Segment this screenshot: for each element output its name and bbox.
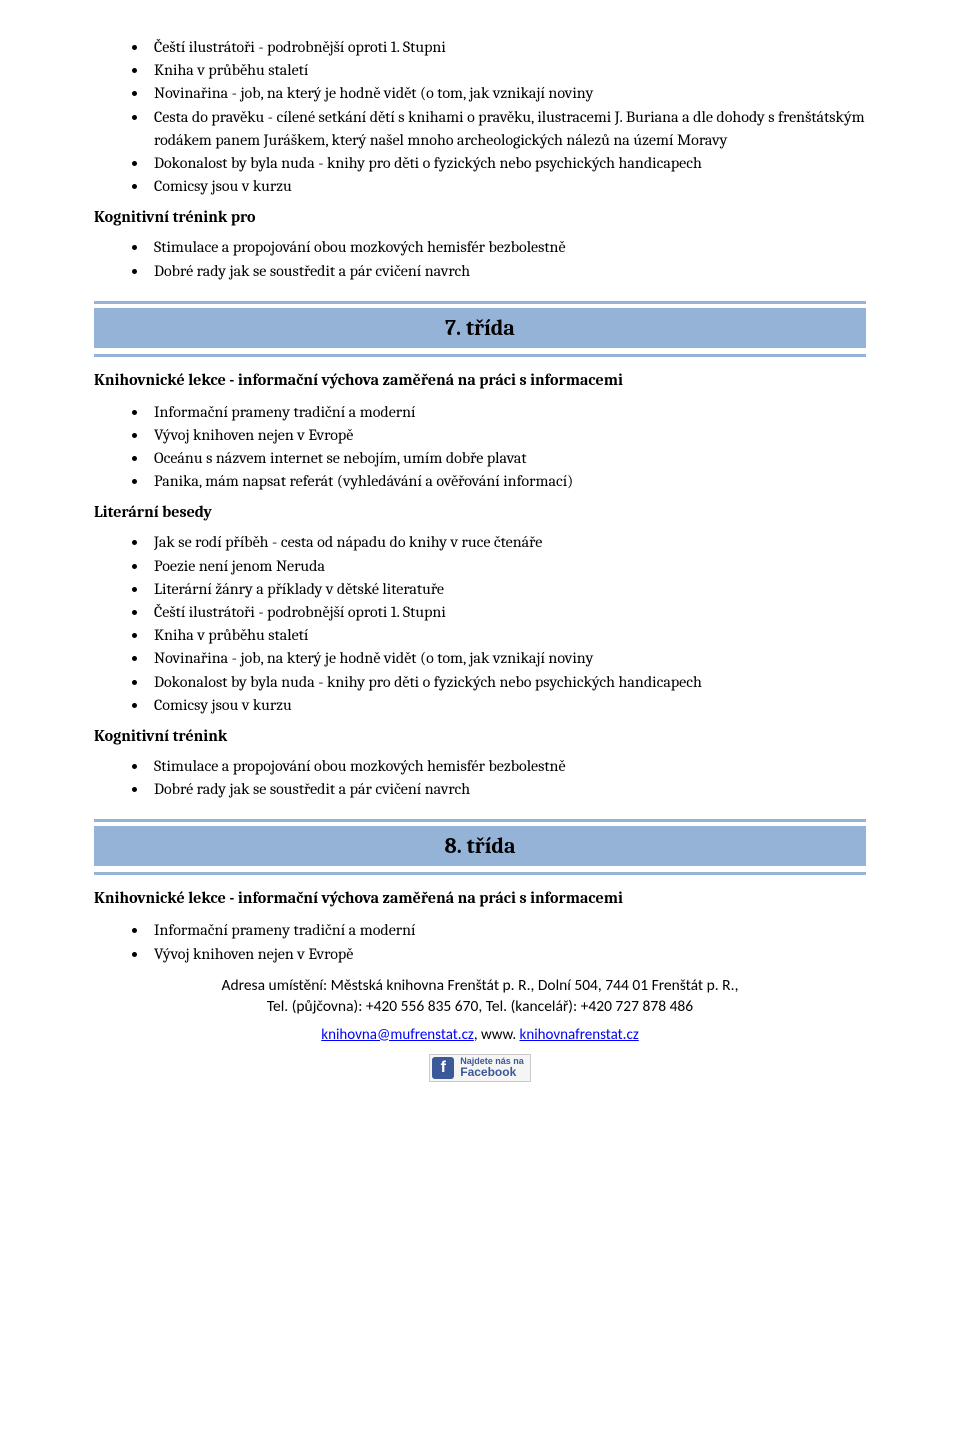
literarni-list: Jak se rodí příběh - cesta od nápadu do … [94, 531, 866, 717]
section-7-title: 7. třída [94, 308, 866, 348]
footer-web-link[interactable]: knihovnafrenstat.cz [520, 1026, 639, 1044]
kognitivni-list: Stimulace a propojování obou mozkových h… [94, 236, 866, 282]
list-item: Dokonalost by byla nuda - knihy pro děti… [148, 671, 866, 694]
list-item: Informační prameny tradiční a moderní [148, 919, 866, 942]
facebook-badge[interactable]: f Najdete nás na Facebook [429, 1054, 531, 1082]
footer-sep: , www. [474, 1026, 520, 1044]
list-item: Stimulace a propojování obou mozkových h… [148, 236, 866, 259]
facebook-word: Facebook [460, 1066, 524, 1079]
list-item: Kniha v průběhu staletí [148, 624, 866, 647]
heading-kognitivni: Kognitivní trénink [94, 727, 866, 745]
list-item: Dokonalost by byla nuda - knihy pro děti… [148, 152, 866, 175]
list-item: Jak se rodí příběh - cesta od nápadu do … [148, 531, 866, 554]
list-item: Vývoj knihoven nejen v Evropě [148, 943, 866, 966]
list-item: Dobré rady jak se soustředit a pár cviče… [148, 778, 866, 801]
lekce-list-8: Informační prameny tradiční a moderní Vý… [94, 919, 866, 965]
list-item: Panika, mám napsat referát (vyhledávání … [148, 470, 866, 493]
list-item: Čeští ilustrátoři - podrobnější oproti 1… [148, 36, 866, 59]
footer-address: Adresa umístění: Městská knihovna Frenšt… [94, 976, 866, 997]
heading-kognitivni-pro: Kognitivní trénink pro [94, 208, 866, 226]
footer-email-link[interactable]: knihovna@mufrenstat.cz [321, 1026, 474, 1044]
section-8-title: 8. třída [94, 826, 866, 866]
list-item: Novinařina - job, na který je hodně vidě… [148, 82, 866, 105]
footer-links: knihovna@mufrenstat.cz, www. knihovnafre… [94, 1026, 866, 1044]
facebook-icon: f [432, 1057, 454, 1079]
list-item: Comicsy jsou v kurzu [148, 175, 866, 198]
page-footer: Adresa umístění: Městská knihovna Frenšt… [94, 976, 866, 1082]
list-item: Comicsy jsou v kurzu [148, 694, 866, 717]
list-item: Stimulace a propojování obou mozkových h… [148, 755, 866, 778]
section-divider-icon [94, 301, 866, 304]
list-item: Cesta do pravěku - cílené setkání dětí s… [148, 106, 866, 152]
section-divider-icon [94, 354, 866, 357]
list-item: Literární žánry a příklady v dětské lite… [148, 578, 866, 601]
list-item: Oceánu s názvem internet se nebojím, umí… [148, 447, 866, 470]
footer-phones: Tel. (půjčovna): +420 556 835 670, Tel. … [94, 997, 866, 1018]
top-continuation-list: Čeští ilustrátoři - podrobnější oproti 1… [94, 36, 866, 198]
list-item: Kniha v průběhu staletí [148, 59, 866, 82]
list-item: Informační prameny tradiční a moderní [148, 401, 866, 424]
section-7-header: 7. třída [94, 301, 866, 357]
list-item: Vývoj knihoven nejen v Evropě [148, 424, 866, 447]
section-8-header: 8. třída [94, 819, 866, 875]
facebook-badge-text: Najdete nás na Facebook [460, 1057, 524, 1079]
heading-knihovnicke-lekce: Knihovnické lekce - informační výchova z… [94, 371, 866, 389]
list-item: Čeští ilustrátoři - podrobnější oproti 1… [148, 601, 866, 624]
list-item: Dobré rady jak se soustředit a pár cviče… [148, 260, 866, 283]
list-item: Novinařina - job, na který je hodně vidě… [148, 647, 866, 670]
section-divider-icon [94, 872, 866, 875]
heading-knihovnicke-lekce-8: Knihovnické lekce - informační výchova z… [94, 889, 866, 907]
list-item: Poezie není jenom Neruda [148, 555, 866, 578]
heading-literarni-besedy: Literární besedy [94, 503, 866, 521]
section-divider-icon [94, 819, 866, 822]
lekce-list-7: Informační prameny tradiční a moderní Vý… [94, 401, 866, 494]
kognitivni-list-2: Stimulace a propojování obou mozkových h… [94, 755, 866, 801]
